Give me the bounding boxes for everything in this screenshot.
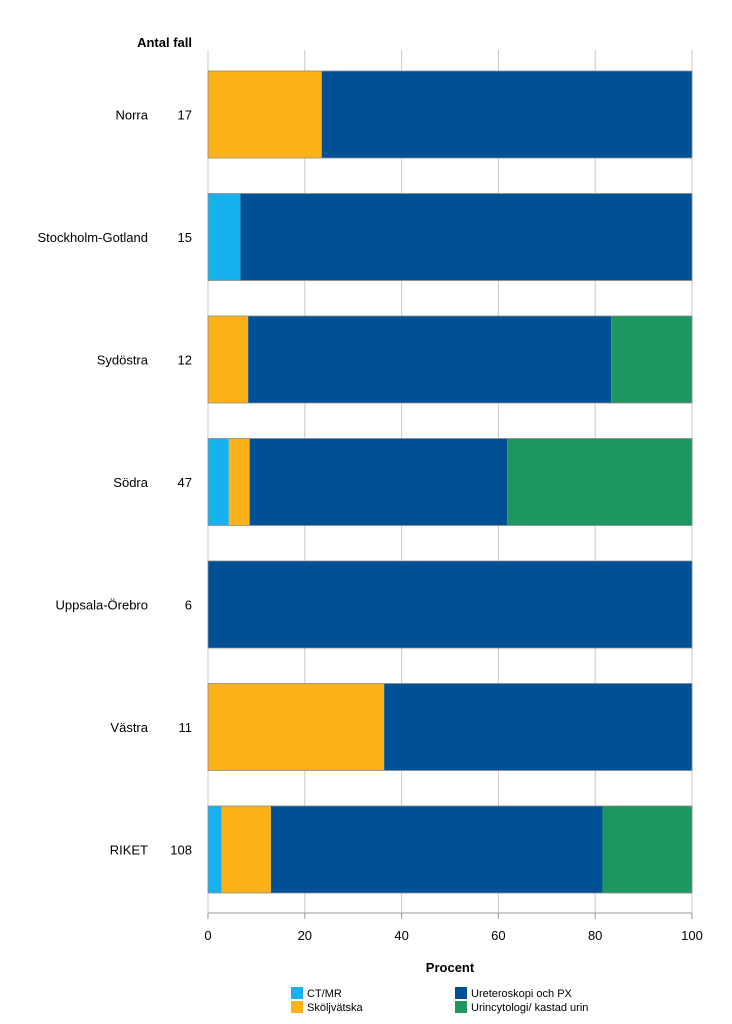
bar-group — [207, 438, 693, 526]
bar-group — [207, 560, 693, 649]
legend-swatch — [291, 1001, 303, 1013]
bar-outline — [207, 438, 693, 526]
bar-group — [207, 805, 693, 894]
case-count-label: 108 — [170, 843, 192, 858]
case-count-label: 15 — [178, 230, 192, 245]
bar-segment — [611, 316, 692, 403]
x-tick-label: 0 — [204, 928, 211, 943]
x-tick-label: 40 — [394, 928, 408, 943]
legend-label: Ureteroskopi och PX — [471, 988, 573, 1000]
bar-outline — [207, 805, 693, 894]
bar-segment — [249, 438, 508, 526]
bar-segment — [208, 71, 322, 158]
legend-item: Sköljvätska — [291, 1001, 364, 1014]
bar-group — [207, 315, 693, 404]
bar-segment — [602, 806, 692, 893]
bar-group — [207, 193, 693, 281]
category-label: Sydöstra — [97, 353, 149, 368]
x-tick-label: 80 — [588, 928, 602, 943]
bar-segment — [228, 438, 250, 526]
bar-segment — [208, 316, 249, 403]
category-label: Västra — [110, 720, 148, 735]
x-tick-label: 20 — [298, 928, 312, 943]
bar-segment — [208, 683, 385, 771]
legend-label: CT/MR — [307, 988, 342, 1000]
case-count-label: 12 — [178, 353, 192, 368]
category-labels: Norra 17 Stockholm-Gotland 15 Sydöstra 12 Södr… — [37, 108, 192, 858]
bar-outline — [207, 70, 693, 159]
category-label: Uppsala-Örebro — [56, 598, 149, 613]
bar-segment — [321, 71, 692, 158]
bar-segment — [208, 806, 222, 893]
bar-outline — [207, 315, 693, 404]
legend-swatch — [455, 1001, 467, 1013]
count-header: Antal fall — [137, 35, 192, 50]
legend-item: Urincytologi/ kastad urin — [455, 1001, 588, 1014]
x-axis: 0 20 40 60 80 100 — [204, 912, 703, 943]
bar-segment — [208, 438, 229, 526]
bar-segment — [240, 193, 693, 281]
x-tick-label: 100 — [681, 928, 703, 943]
case-count-label: 11 — [179, 720, 193, 735]
bar-segment — [384, 683, 692, 771]
legend-swatch — [455, 987, 467, 999]
bar-segment — [270, 806, 603, 893]
bar-group — [207, 70, 693, 159]
legend-swatch — [291, 987, 303, 999]
x-axis-label: Procent — [426, 960, 475, 975]
category-label: RIKET — [110, 843, 148, 858]
category-label: Södra — [113, 475, 148, 490]
x-tick-label: 60 — [491, 928, 505, 943]
case-count-label: 47 — [178, 475, 192, 490]
legend-item: Ureteroskopi och PX — [455, 987, 573, 1000]
bar-segment — [248, 316, 612, 403]
case-count-label: 6 — [185, 598, 192, 613]
bar-segment — [507, 438, 693, 526]
bar-group — [207, 683, 693, 771]
bars — [207, 70, 693, 894]
category-label: Stockholm-Gotland — [37, 230, 148, 245]
bar-segment — [221, 806, 271, 893]
legend-label: Sköljvätska — [307, 1002, 364, 1014]
category-label: Norra — [115, 108, 148, 123]
legend-label: Urincytologi/ kastad urin — [471, 1002, 588, 1014]
legend: CT/MR Sköljvätska Ureteroskopi och PX Urinc… — [291, 987, 588, 1014]
bar-outline — [207, 683, 693, 771]
case-count-label: 17 — [178, 108, 192, 123]
legend-item: CT/MR — [291, 987, 342, 1000]
bar-outline — [207, 560, 693, 649]
bar-outline — [207, 193, 693, 281]
bar-segment — [208, 193, 241, 281]
bar-segment — [208, 561, 692, 648]
